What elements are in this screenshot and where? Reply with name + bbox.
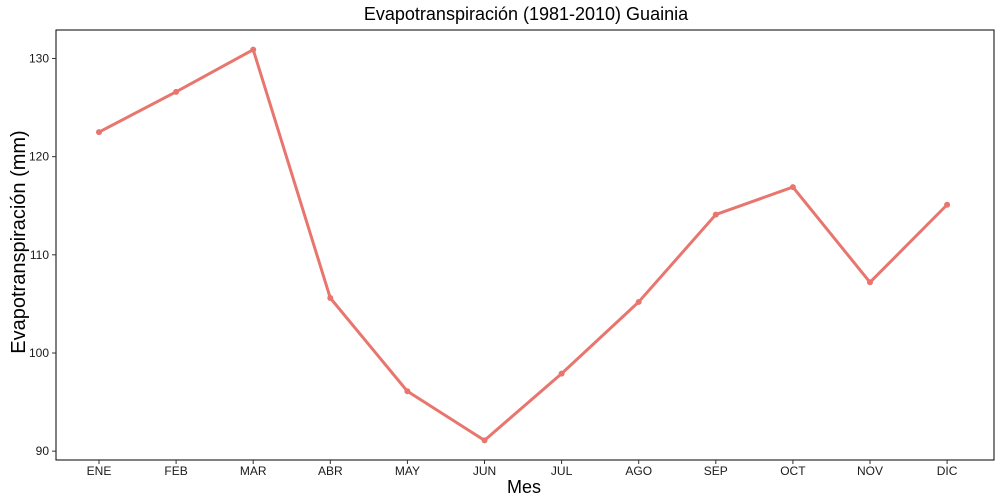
x-tick-label-may: MAY — [395, 464, 420, 478]
data-point-feb — [173, 88, 180, 95]
y-axis-title: Evapotranspiración (mm) — [8, 130, 30, 353]
data-point-ago — [635, 298, 642, 305]
x-tick-label-dic: DIC — [937, 464, 958, 478]
x-tick-label-nov: NOV — [857, 464, 883, 478]
x-tick-label-sep: SEP — [704, 464, 728, 478]
y-tick-label: 120 — [29, 150, 49, 164]
data-point-mar — [250, 46, 257, 53]
plot-border — [55, 29, 995, 461]
data-point-sep — [712, 211, 719, 218]
data-point-oct — [789, 184, 796, 191]
data-point-abr — [327, 295, 334, 302]
y-axis: 90 100 110 120 130 — [29, 51, 56, 458]
series-line — [97, 48, 949, 442]
x-tick-label-mar: MAR — [240, 464, 267, 478]
plot-panel — [55, 29, 995, 461]
data-point-ene — [96, 129, 102, 136]
x-axis-title: Mes — [507, 477, 541, 497]
data-point-jul — [558, 370, 565, 377]
x-tick-label-jul: JUL — [551, 464, 573, 478]
x-tick-label-ene: ENE — [87, 464, 112, 478]
x-tick-label-jun: JUN — [473, 464, 496, 478]
data-point-may — [404, 388, 411, 395]
y-tick-label: 130 — [29, 51, 49, 65]
chart-title: Evapotranspiración (1981-2010) Guainia — [364, 4, 689, 24]
x-axis: ENE FEB MAR ABR MAY JUN JUL AGO SEP OCT NOV DIC — [87, 460, 958, 478]
data-point-nov — [867, 279, 873, 286]
y-tick-label: 90 — [36, 444, 50, 458]
y-tick-label: 110 — [30, 248, 49, 262]
data-point-jun — [481, 437, 488, 444]
x-tick-label-abr: ABR — [318, 464, 343, 478]
x-tick-label-oct: OCT — [780, 464, 806, 478]
x-tick-label-ago: AGO — [625, 464, 652, 478]
x-tick-label-feb: FEB — [164, 464, 187, 478]
y-tick-label: 100 — [29, 346, 49, 360]
series-layer — [96, 46, 951, 444]
data-point-dic — [944, 201, 951, 208]
